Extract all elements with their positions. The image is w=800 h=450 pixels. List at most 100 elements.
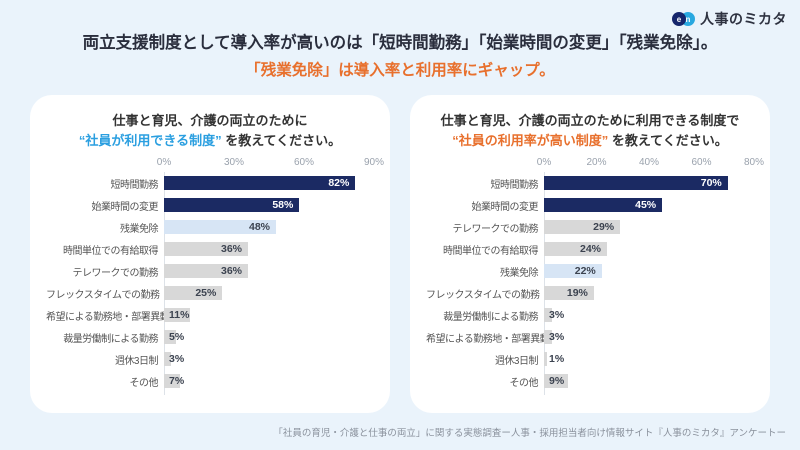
value-label: 45% — [635, 199, 657, 212]
axis-tick-label: 60% — [691, 157, 712, 169]
bar-row: 始業時間の変更 45% — [426, 194, 754, 216]
axis-tick-label: 0% — [536, 157, 552, 169]
bar-track: 9% — [544, 374, 754, 389]
chart-card-available-systems: 仕事と育児、介護の両立のために “社員が利用できる制度” を教えてください。 0… — [30, 95, 390, 413]
bar — [544, 308, 552, 323]
value-label: 11% — [169, 309, 190, 322]
chart-card-high-usage-systems: 仕事と育児、介護の両立のために利用できる制度で “社員の利用率が高い制度” を教… — [410, 95, 770, 413]
value-label: 29% — [593, 221, 615, 234]
category-label: 裁量労働制による勤務 — [63, 333, 158, 345]
bar-row: 短時間勤務 70% — [426, 172, 754, 194]
bar — [544, 374, 568, 389]
bar-track: 3% — [164, 352, 374, 367]
bar — [544, 330, 552, 345]
bar — [164, 242, 248, 257]
axis-tick-label: 30% — [223, 157, 245, 169]
bar-row: 時間単位での有給取得 24% — [426, 238, 754, 260]
category-label: テレワークでの勤務 — [72, 267, 159, 279]
value-label: 36% — [220, 243, 242, 256]
headline-line1: 両立支援制度として導入率が高いのは「短時間勤務」「始業時間の変更」「残業免除」。 — [82, 34, 718, 52]
brand-logo: e n 人事のミカタ — [672, 9, 787, 29]
axis-tick-label: 40% — [638, 157, 660, 169]
value-label: 1% — [549, 353, 565, 366]
bar-row: 希望による勤務地・部署異動 11% — [46, 304, 374, 326]
bar-row: フレックスタイムでの勤務 25% — [46, 282, 374, 304]
bar-row: 始業時間の変更 58% — [46, 194, 374, 216]
bar-row: 週休3日制 3% — [46, 348, 374, 370]
chart-title-highlight: “社員が利用できる制度” — [78, 133, 222, 149]
bar-track: 58% — [164, 198, 374, 213]
chart-title-line1: 仕事と育児、介護の両立のために — [112, 113, 308, 128]
bar — [164, 374, 181, 389]
bar-row: 裁量労働制による勤務 5% — [46, 326, 374, 348]
bar-row: 残業免除 48% — [46, 216, 374, 238]
category-label: 始業時間の変更 — [91, 201, 159, 213]
bar-row: テレワークでの勤務 36% — [46, 260, 374, 282]
bar-row: その他 9% — [426, 370, 754, 392]
value-label: 48% — [248, 221, 270, 234]
value-label: 9% — [549, 375, 565, 388]
value-label: 70% — [700, 177, 722, 190]
bar-chart-available-systems: 0% 30% 60% 90% 短時間勤務 82% 始業時間の変更 58% 残業免除 48% 時間単位… — [46, 157, 384, 396]
bar — [164, 176, 356, 191]
axis-tick-label: 60% — [293, 157, 315, 169]
bar-track: 24% — [544, 242, 754, 257]
category-label: 週休3日制 — [494, 355, 539, 367]
value-label: 3% — [549, 331, 565, 344]
bar-track: 48% — [164, 220, 374, 235]
bar-track: 45% — [544, 198, 754, 213]
en-logo-circle-e: e — [672, 12, 686, 26]
bar-row: 週休3日制 1% — [426, 348, 754, 370]
bar-row: テレワークでの勤務 29% — [426, 216, 754, 238]
value-label: 36% — [220, 265, 242, 278]
en-logo-icon: e n — [672, 12, 695, 26]
bar-track: 3% — [544, 330, 754, 345]
category-label: フレックスタイムでの勤務 — [46, 289, 160, 301]
category-label: 短時間勤務 — [110, 179, 159, 191]
value-label: 7% — [169, 375, 185, 388]
bar — [544, 242, 607, 257]
bar — [544, 286, 594, 301]
bar — [164, 352, 171, 367]
bar-chart-high-usage-systems: 0% 20% 40% 60% 80% 短時間勤務 70% 始業時間の変更 45% テレワークでの勤… — [426, 157, 764, 396]
bar — [544, 198, 663, 213]
category-label: 時間単位での有給取得 — [63, 245, 159, 257]
category-label: テレワークでの勤務 — [452, 223, 539, 235]
category-label: フレックスタイムでの勤務 — [426, 289, 540, 301]
category-label: 週休3日制 — [114, 355, 159, 367]
bar-row: 短時間勤務 82% — [46, 172, 374, 194]
category-label: 裁量労働制による勤務 — [443, 311, 538, 323]
chart-title-suffix: を教えてください。 — [221, 133, 342, 149]
category-label: 始業時間の変更 — [471, 201, 539, 213]
chart-title-highlight: “社員の利用率が高い制度” — [452, 133, 609, 149]
axis-tick-label: 20% — [586, 157, 607, 169]
bar — [544, 176, 728, 191]
y-axis-line — [544, 172, 545, 396]
bar-row: フレックスタイムでの勤務 19% — [426, 282, 754, 304]
category-label: 希望による勤務地・部署異動 — [426, 333, 550, 345]
value-label: 19% — [566, 287, 588, 300]
value-label: 82% — [328, 177, 350, 190]
bar-row: 残業免除 22% — [426, 260, 754, 282]
bar-track: 11% — [164, 308, 374, 323]
bar-track: 25% — [164, 286, 374, 301]
bar-row: 裁量労働制による勤務 3% — [426, 304, 754, 326]
bar-row: その他 7% — [46, 370, 374, 392]
bar-track: 82% — [164, 176, 374, 191]
bar-row: 希望による勤務地・部署異動 3% — [426, 326, 754, 348]
category-label: 残業免除 — [120, 223, 159, 235]
value-label: 25% — [195, 287, 217, 300]
bar-track: 1% — [544, 352, 754, 367]
bar-track: 5% — [164, 330, 374, 345]
axis-tick-label: 0% — [156, 157, 172, 169]
value-label: 24% — [579, 243, 601, 256]
x-axis-ticks: 0% 30% 60% 90% — [157, 157, 384, 172]
category-label: その他 — [509, 377, 539, 389]
bar-track: 7% — [164, 374, 374, 389]
source-note: 「社員の育児・介護と仕事の両立」に関する実態調査ー人事・採用担当者向け情報サイト… — [273, 428, 786, 439]
axis-tick-label: 90% — [363, 157, 385, 169]
charts-container: 仕事と育児、介護の両立のために “社員が利用できる制度” を教えてください。 0… — [30, 95, 770, 413]
category-label: その他 — [129, 377, 159, 389]
bar-row: 時間単位での有給取得 36% — [46, 238, 374, 260]
